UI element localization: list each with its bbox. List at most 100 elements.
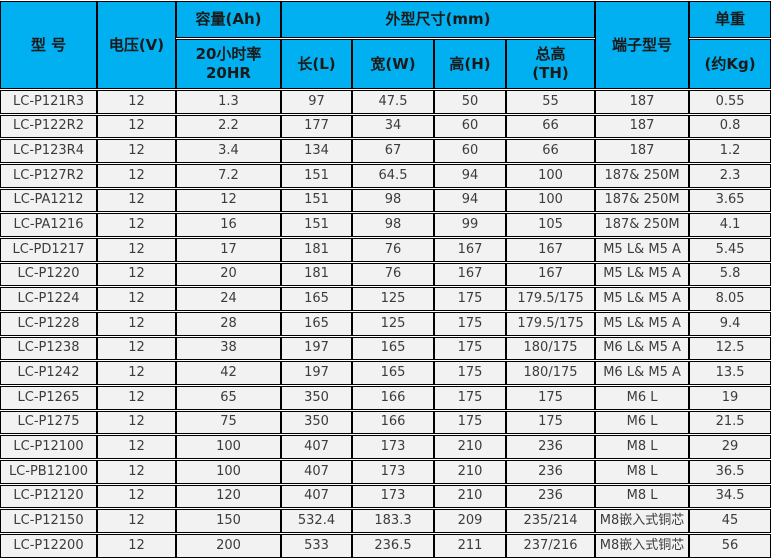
col-header-length: 长(L): [281, 39, 352, 89]
cell-terminal: M8 L: [595, 484, 690, 509]
cell-weight: 2.3: [689, 164, 772, 188]
cell-capacity: 24: [176, 287, 281, 312]
cell-voltage: 12: [97, 361, 176, 386]
cell-model: LC-P12200: [0, 534, 97, 558]
table-row: LC-PA1216 12 16 151 98 99 105 187& 250M 4.1: [0, 213, 772, 238]
cell-voltage: 12: [97, 336, 176, 361]
cell-voltage: 12: [97, 312, 176, 336]
cell-total-height: 180/175: [506, 361, 596, 386]
cell-height: 99: [434, 213, 506, 238]
col-header-height: 高(H): [434, 39, 506, 89]
table-row: LC-P127R2 12 7.2 151 64.5 94 100 187& 250M 2.3: [0, 164, 772, 188]
cell-model: LC-P1242: [0, 361, 97, 386]
table-row: LC-P1224 12 24 165 125 175 179.5/175 M5 L& M5 A…: [0, 287, 772, 312]
cell-length: 134: [281, 139, 352, 164]
col-header-dimensions: 外型尺寸(mm): [281, 1, 596, 38]
cell-capacity: 150: [176, 509, 281, 534]
cell-weight: 5.45: [689, 238, 772, 262]
cell-width: 76: [352, 238, 434, 262]
cell-voltage: 12: [97, 410, 176, 435]
cell-height: 175: [434, 336, 506, 361]
table-row: LC-P1228 12 28 165 125 175 179.5/175 M5 L& M5 A…: [0, 312, 772, 336]
cell-voltage: 12: [97, 435, 176, 460]
cell-weight: 56: [689, 534, 772, 558]
cell-terminal: M8 L: [595, 435, 690, 460]
cell-voltage: 12: [97, 460, 176, 484]
table-row: LC-P12150 12 150 532.4 183.3 209 235/214 M8嵌入式铜…: [0, 509, 772, 534]
cell-voltage: 12: [97, 262, 176, 287]
table-row: LC-P1265 12 65 350 166 175 175 M6 L 19: [0, 386, 772, 410]
cell-length: 165: [281, 287, 352, 312]
cell-length: 151: [281, 188, 352, 213]
cell-voltage: 12: [97, 114, 176, 139]
cell-capacity: 17: [176, 238, 281, 262]
cell-voltage: 12: [97, 484, 176, 509]
cell-capacity: 120: [176, 484, 281, 509]
cell-model: LC-P123R4: [0, 139, 97, 164]
col-header-weight-unit: (约Kg): [689, 39, 772, 89]
cell-height: 210: [434, 435, 506, 460]
cell-height: 94: [434, 188, 506, 213]
cell-weight: 5.8: [689, 262, 772, 287]
cell-height: 167: [434, 238, 506, 262]
cell-terminal: 187& 250M: [595, 213, 690, 238]
cell-width: 173: [352, 460, 434, 484]
table-body: LC-P121R3 12 1.3 97 47.5 50 55 187 0.55 LC-P122R2…: [0, 90, 772, 558]
cell-terminal: M5 L& M5 A: [595, 262, 690, 287]
cell-capacity: 12: [176, 188, 281, 213]
cell-total-height: 167: [506, 238, 596, 262]
cell-length: 97: [281, 90, 352, 114]
cell-model: LC-P1228: [0, 312, 97, 336]
cell-capacity: 2.2: [176, 114, 281, 139]
col-header-total-height: 总高 (TH): [506, 39, 596, 89]
cell-model: LC-P1220: [0, 262, 97, 287]
col-header-voltage: 电压(V): [97, 1, 176, 89]
table-row: LC-P1238 12 38 197 165 175 180/175 M6 L& M5 A 12…: [0, 336, 772, 361]
cell-capacity: 3.4: [176, 139, 281, 164]
cell-model: LC-P122R2: [0, 114, 97, 139]
cell-capacity: 75: [176, 410, 281, 435]
cell-weight: 0.8: [689, 114, 772, 139]
cell-length: 532.4: [281, 509, 352, 534]
cell-capacity: 100: [176, 435, 281, 460]
cell-terminal: M8嵌入式铜芯: [595, 509, 690, 534]
cell-capacity: 200: [176, 534, 281, 558]
cell-width: 34: [352, 114, 434, 139]
cell-model: LC-PA1216: [0, 213, 97, 238]
table-row: LC-P12100 12 100 407 173 210 236 M8 L 29: [0, 435, 772, 460]
cell-model: LC-P1265: [0, 386, 97, 410]
cell-terminal: M6 L: [595, 386, 690, 410]
col-header-capacity-rate: 20小时率 20HR: [176, 39, 281, 89]
cell-weight: 36.5: [689, 460, 772, 484]
cell-voltage: 12: [97, 534, 176, 558]
cell-total-height: 100: [506, 164, 596, 188]
cell-width: 165: [352, 361, 434, 386]
cell-total-height: 175: [506, 386, 596, 410]
cell-model: LC-P12100: [0, 435, 97, 460]
cell-weight: 0.55: [689, 90, 772, 114]
cell-terminal: 187& 250M: [595, 188, 690, 213]
cell-capacity: 42: [176, 361, 281, 386]
cell-weight: 8.05: [689, 287, 772, 312]
cell-weight: 9.4: [689, 312, 772, 336]
cell-width: 98: [352, 213, 434, 238]
cell-model: LC-PA1212: [0, 188, 97, 213]
cell-length: 197: [281, 361, 352, 386]
cell-width: 125: [352, 312, 434, 336]
cell-model: LC-P12120: [0, 484, 97, 509]
cell-model: LC-P1224: [0, 287, 97, 312]
cell-weight: 13.5: [689, 361, 772, 386]
cell-voltage: 12: [97, 139, 176, 164]
col-header-weight: 单重: [689, 1, 772, 38]
cell-total-height: 179.5/175: [506, 312, 596, 336]
col-header-width: 宽(W): [352, 39, 434, 89]
cell-length: 181: [281, 262, 352, 287]
cell-height: 50: [434, 90, 506, 114]
cell-capacity: 20: [176, 262, 281, 287]
cell-capacity: 16: [176, 213, 281, 238]
cell-weight: 29: [689, 435, 772, 460]
cell-width: 173: [352, 484, 434, 509]
cell-voltage: 12: [97, 386, 176, 410]
cell-total-height: 100: [506, 188, 596, 213]
